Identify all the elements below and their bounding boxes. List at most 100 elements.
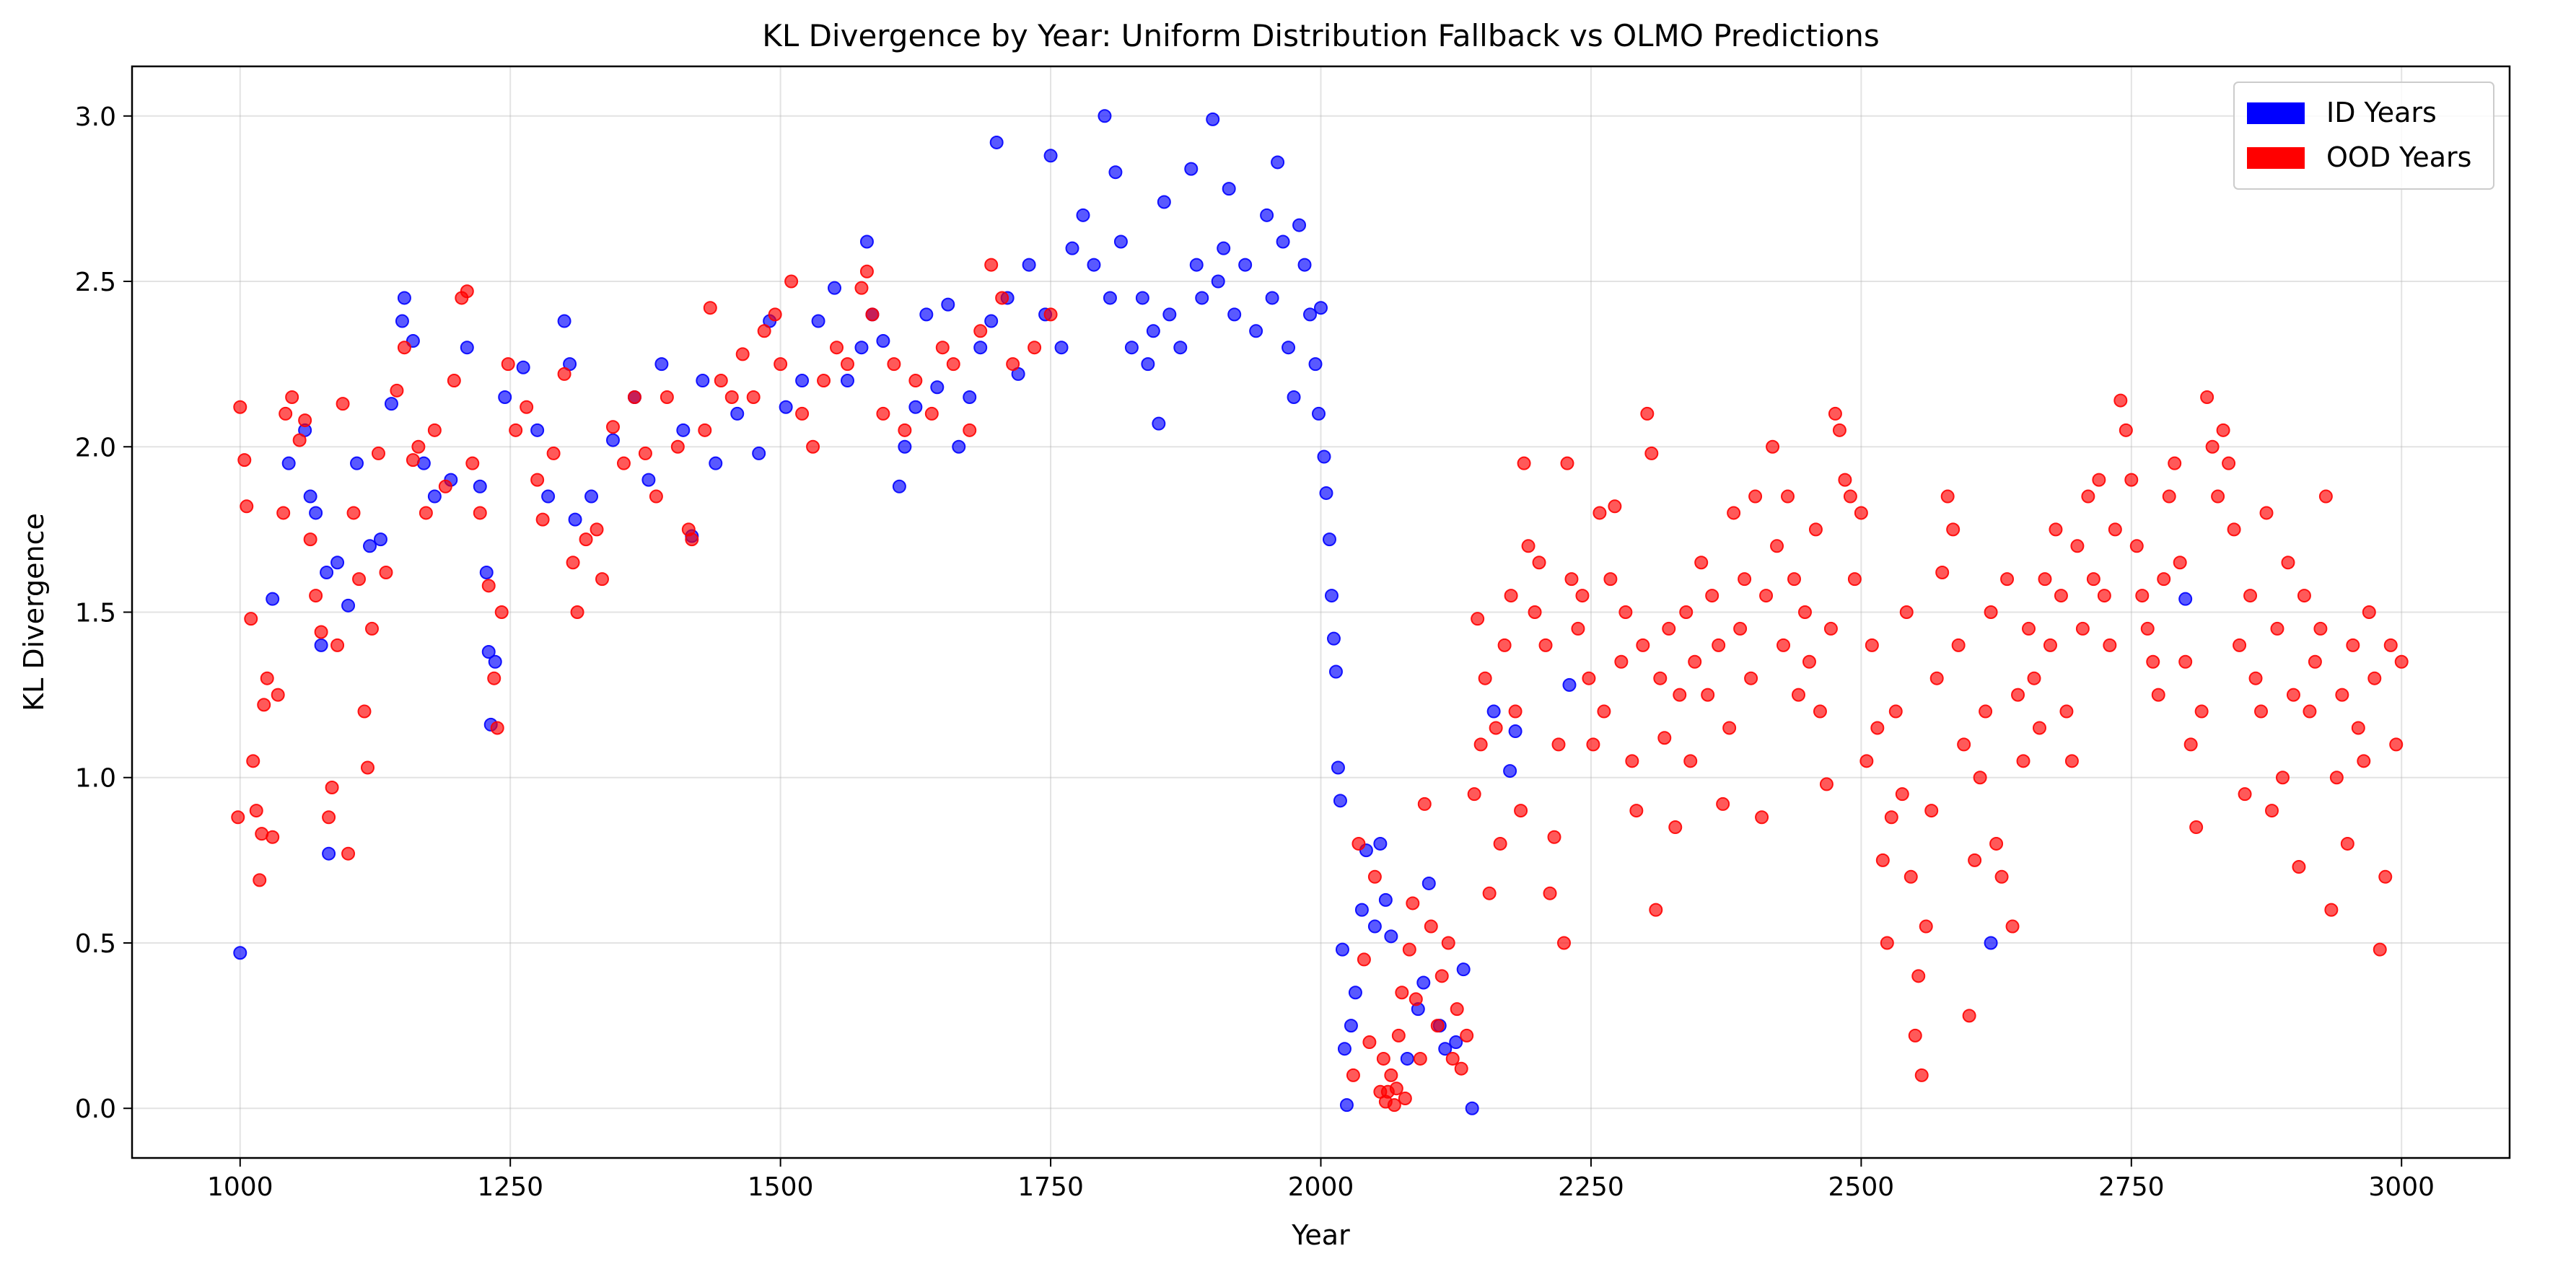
x-axis-label: Year [1291, 1219, 1350, 1251]
data-point [1416, 975, 1431, 990]
data-point [1043, 149, 1058, 163]
data-point [876, 406, 890, 421]
data-point [1748, 489, 1763, 504]
data-point [898, 423, 912, 437]
data-point [919, 307, 934, 322]
data-point [481, 579, 496, 593]
data-point [1389, 1081, 1403, 1096]
data-point [309, 506, 323, 520]
data-point [465, 456, 480, 470]
data-point [1087, 258, 1101, 272]
data-point [1054, 341, 1069, 355]
data-point [1337, 1042, 1351, 1056]
data-point [1351, 836, 1366, 851]
data-point [2351, 721, 2365, 735]
data-point [830, 341, 844, 355]
data-point [1260, 208, 1274, 222]
data-point [1367, 869, 1382, 884]
data-point [530, 473, 545, 487]
data-point [2292, 860, 2306, 874]
data-point [1339, 1098, 1354, 1113]
data-point [2211, 489, 2225, 504]
data-point [1373, 836, 1388, 851]
data-point [237, 453, 252, 468]
data-point [1683, 754, 1698, 768]
data-point [1043, 307, 1058, 322]
data-point [2238, 787, 2252, 802]
data-point [1940, 489, 1955, 504]
data-point [2303, 704, 2317, 719]
data-point [1312, 406, 1326, 421]
data-point [876, 334, 890, 348]
data-point [2168, 456, 2182, 470]
legend-swatch [2247, 102, 2305, 124]
data-point [1586, 737, 1600, 752]
data-point [817, 374, 831, 388]
data-point [908, 374, 923, 388]
data-point [460, 341, 474, 355]
data-point [1838, 473, 1852, 487]
data-point [1406, 896, 1420, 910]
data-point [1547, 830, 1561, 844]
data-point [1625, 754, 1639, 768]
data-point [768, 307, 782, 322]
x-tick-label: 3000 [2368, 1172, 2435, 1202]
data-point [1357, 952, 1371, 967]
data-point [2286, 688, 2300, 702]
data-point [498, 390, 512, 404]
data-point [2027, 671, 2041, 685]
data-point [1430, 1019, 1445, 1033]
data-points [231, 109, 2409, 1115]
x-tick-label: 1250 [477, 1172, 543, 1202]
data-point [249, 804, 263, 818]
data-point [488, 654, 502, 669]
data-point [2097, 589, 2111, 603]
x-tick-label: 2000 [1288, 1172, 1354, 1202]
data-point [1514, 804, 1528, 818]
data-point [1614, 654, 1629, 669]
data-point [2329, 771, 2344, 785]
x-tick: 3000 [2368, 1158, 2435, 1202]
data-point [774, 357, 788, 372]
data-point [1968, 853, 1982, 867]
data-point [1482, 886, 1497, 900]
data-point [670, 439, 685, 454]
data-point [1733, 621, 1748, 636]
data-point [473, 479, 487, 493]
data-point [811, 314, 825, 328]
data-point [303, 489, 317, 504]
data-point [2022, 621, 2036, 636]
data-point [1571, 621, 1585, 636]
y-tick-label: 0.5 [75, 929, 116, 959]
data-point [1766, 439, 1780, 454]
data-point [1521, 539, 1535, 553]
x-tick-label: 1500 [748, 1172, 814, 1202]
data-point [266, 830, 280, 844]
data-point [1460, 1028, 1474, 1043]
data-point [1421, 876, 1436, 890]
data-point [1282, 341, 1296, 355]
data-point [346, 506, 361, 520]
data-point [930, 380, 945, 395]
data-point [530, 423, 545, 437]
data-point [1489, 721, 1503, 735]
data-point [2124, 473, 2139, 487]
data-point [1413, 1051, 1427, 1066]
data-point [1108, 165, 1123, 180]
data-point [963, 390, 977, 404]
data-point [779, 400, 793, 414]
data-point [1249, 324, 1263, 338]
data-point [2005, 919, 2020, 934]
data-point [973, 341, 988, 355]
data-point [2011, 688, 2025, 702]
data-point [1727, 506, 1741, 520]
data-point [1832, 423, 1846, 437]
data-point [654, 357, 669, 372]
data-point [2297, 589, 2311, 603]
data-point [541, 489, 556, 504]
data-point [1989, 836, 2004, 851]
data-point [806, 439, 820, 454]
data-point [1618, 605, 1633, 619]
data-point [322, 810, 336, 825]
